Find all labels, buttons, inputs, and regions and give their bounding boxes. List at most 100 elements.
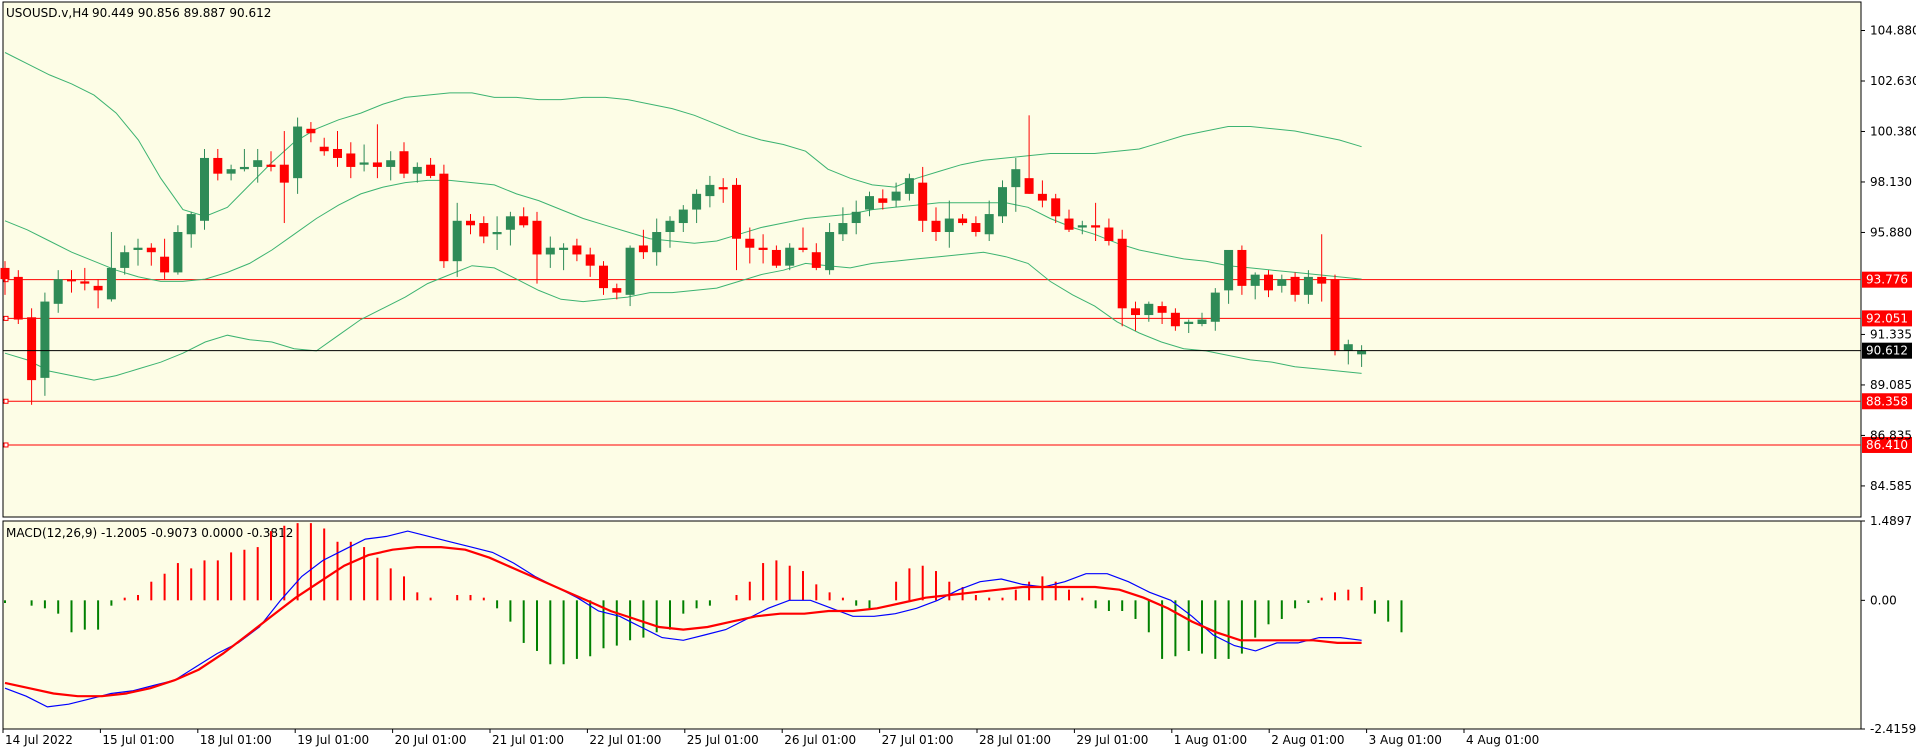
level-price-box (1862, 393, 1912, 410)
candle-body (718, 187, 728, 190)
current-price-label: 90.612 (1866, 344, 1908, 358)
candle-body (771, 249, 781, 266)
candle-body (1064, 218, 1074, 230)
time-label: 2 Aug 01:00 (1271, 733, 1344, 747)
candle-body (878, 198, 888, 203)
price-tick-label: 95.880 (1870, 225, 1912, 239)
candle-body (412, 166, 422, 174)
candle-body (306, 128, 316, 134)
candle-body (678, 209, 688, 224)
candle-body (359, 162, 369, 165)
time-label: 26 Jul 01:00 (784, 733, 856, 747)
candle-body (213, 157, 223, 174)
candle-body (1091, 225, 1101, 228)
candle-body (559, 247, 569, 250)
candle-body (173, 232, 183, 273)
time-label: 15 Jul 01:00 (102, 733, 174, 747)
time-label: 18 Jul 01:00 (200, 733, 272, 747)
candle-body (27, 317, 37, 381)
candle-body (1117, 238, 1127, 309)
candle-body (372, 162, 382, 167)
time-label: 29 Jul 01:00 (1076, 733, 1148, 747)
candle-body (958, 218, 968, 224)
horizontal-levels[interactable]: 93.776 92.051 88.358 86.410 (3, 271, 1912, 453)
macd-tick-label: 0.00 (1870, 593, 1897, 607)
time-label: 20 Jul 01:00 (395, 733, 467, 747)
macd-axis: 1.4897 0.00 -2.4159 (1861, 514, 1916, 736)
macd-signal-line (4, 546, 1362, 698)
level-price-box (1862, 271, 1912, 288)
time-label: 27 Jul 01:00 (882, 733, 954, 747)
candle-body (293, 126, 303, 179)
level-handle (3, 398, 9, 404)
candle-body (1264, 274, 1273, 291)
candle-body (386, 160, 396, 167)
candle-body (67, 279, 76, 282)
candle-body (1037, 193, 1047, 201)
candle-body (1011, 169, 1021, 188)
candle-body (811, 252, 821, 268)
candle-body (1343, 344, 1353, 351)
macd-header: MACD(12,26,9) -1.2005 -0.9073 0.0000 -0.… (6, 526, 293, 540)
candle-body (319, 146, 329, 152)
price-tick-label: 84.585 (1870, 479, 1912, 493)
candle-body (1250, 274, 1260, 286)
candle-body (519, 216, 529, 226)
candle-body (931, 220, 941, 233)
price-pane[interactable] (2, 1, 1862, 518)
candle-body (253, 160, 263, 167)
candle-body (133, 247, 143, 250)
time-axis: 14 Jul 2022 15 Jul 01:00 18 Jul 01:00 19 Ju… (2, 729, 1539, 747)
macd-histogram (4, 523, 1403, 665)
candle-body (732, 184, 741, 239)
candle-body (758, 247, 768, 250)
candle-body (1303, 276, 1313, 295)
candle-body (1237, 249, 1247, 286)
candle-body (479, 223, 489, 237)
macd-lines (4, 530, 1362, 708)
level-price-label: 92.051 (1866, 311, 1908, 325)
current-price-box (1862, 342, 1912, 359)
candle-body (53, 279, 63, 304)
candle-body (426, 164, 436, 176)
candle-body (1290, 276, 1300, 295)
candle-body (918, 182, 928, 221)
candle-body (1277, 279, 1287, 286)
price-tick-label: 98.130 (1870, 175, 1912, 189)
candle-body (40, 301, 50, 378)
candle-body (599, 265, 608, 289)
candle-body (1224, 249, 1234, 291)
candle-body (572, 245, 582, 255)
price-tick-label: 100.380 (1870, 124, 1916, 138)
candle-body (1317, 276, 1327, 284)
candle-body (612, 288, 622, 293)
candle-body (785, 247, 795, 266)
candle-body (1157, 306, 1167, 313)
macd-tick-label: -2.4159 (1870, 722, 1916, 736)
candle-body (1357, 350, 1367, 355)
candle-body (625, 247, 635, 295)
time-label: 14 Jul 2022 (5, 733, 73, 747)
price-tick-label: 86.835 (1870, 428, 1912, 442)
candles (0, 115, 1367, 405)
time-label: 22 Jul 01:00 (589, 733, 661, 747)
candle-body (1330, 279, 1340, 351)
candle-body (1104, 227, 1114, 241)
candle-body (279, 164, 289, 183)
ohlc-header: 90.449 90.856 89.887 90.612 (92, 6, 271, 20)
level-handle (3, 442, 9, 448)
candle-body (984, 214, 994, 235)
candle-body (120, 252, 130, 268)
candle-body (146, 247, 156, 253)
candle-body (1131, 308, 1140, 316)
level-handle (3, 315, 9, 321)
candle-body (545, 247, 555, 255)
candle-body (1170, 312, 1180, 327)
price-tick-label: 89.085 (1870, 378, 1912, 392)
macd-pane[interactable] (2, 520, 1862, 730)
time-label: 4 Aug 01:00 (1466, 733, 1539, 747)
bollinger-middle (4, 179, 1362, 282)
price-axis: 104.880 102.630 100.380 98.130 95.880 91.335 8… (1861, 23, 1916, 493)
candle-body (798, 247, 808, 250)
